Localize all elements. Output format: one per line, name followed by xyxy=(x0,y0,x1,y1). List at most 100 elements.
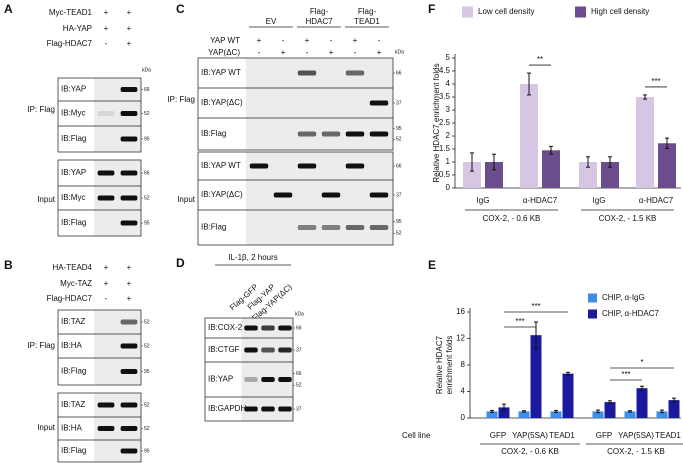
blot-label: IB:Flag xyxy=(201,129,226,138)
kda-label: kDa xyxy=(295,311,304,317)
size-marker: 66 xyxy=(296,325,302,331)
band xyxy=(261,406,275,412)
x-tick-label: TEAD1 xyxy=(655,431,681,440)
y-tick-label: 16 xyxy=(456,307,465,316)
band xyxy=(120,87,138,92)
band xyxy=(321,192,341,198)
x-axis-label: Cell line xyxy=(402,431,431,440)
band xyxy=(120,402,138,408)
bar xyxy=(579,162,597,188)
group-label: Input xyxy=(177,195,196,204)
size-marker: 52 xyxy=(144,426,150,432)
blot-label: IB:TAZ xyxy=(61,400,85,409)
blot-label: IB:Flag xyxy=(201,223,226,232)
y-axis-label: Relative HDAC7 enrichment folds xyxy=(432,63,441,182)
y-tick-label: 12 xyxy=(456,334,465,343)
size-marker: 52 xyxy=(396,231,402,237)
band xyxy=(97,426,115,431)
panel-letter: F xyxy=(428,2,435,16)
significance-label: *** xyxy=(651,77,660,86)
panel-letter: C xyxy=(176,2,185,16)
blot-label: IB:YAP xyxy=(208,375,233,384)
blot-frame xyxy=(197,151,394,246)
condition-sign: + xyxy=(305,36,310,45)
y-tick-label: 1.5 xyxy=(439,144,451,153)
blot-label: IB:YAP xyxy=(61,85,86,94)
condition-label: Flag-HDAC7 xyxy=(47,39,93,48)
group-label: Input xyxy=(37,423,56,432)
x-tick-label: GFP xyxy=(490,431,506,440)
blot-label: IB:Flag xyxy=(61,134,86,143)
lane-header: EV xyxy=(266,17,277,26)
y-axis-label: enrichment folds xyxy=(445,336,454,395)
band xyxy=(120,369,138,374)
band xyxy=(261,377,275,382)
y-tick-label: 0 xyxy=(446,183,451,192)
blot-label: IB:YAP xyxy=(61,168,86,177)
blot-label: IB:COX-2 xyxy=(208,323,243,332)
condition-sign: + xyxy=(127,294,132,303)
size-marker: 95 xyxy=(396,219,402,225)
blot-frame xyxy=(197,57,394,151)
band xyxy=(244,406,258,412)
band xyxy=(369,100,389,106)
blot-label: IB:YAP WT xyxy=(201,68,241,77)
y-tick-label: 0.5 xyxy=(439,170,451,179)
blot-frame xyxy=(57,392,142,463)
size-marker: 37 xyxy=(396,100,402,106)
condition-sign: - xyxy=(306,48,309,57)
band xyxy=(120,448,138,454)
band xyxy=(369,192,389,198)
blot-label: IB:Myc xyxy=(61,109,85,118)
size-marker: 95 xyxy=(144,369,150,375)
significance-label: * xyxy=(640,358,643,367)
condition-sign: + xyxy=(353,36,358,45)
x-tick-label: YAP(5SA) xyxy=(618,431,654,440)
size-marker: 52 xyxy=(144,343,150,349)
band xyxy=(120,343,138,349)
size-marker: 66 xyxy=(144,170,150,176)
condition-sign: + xyxy=(127,24,132,33)
lane-header: Flag- xyxy=(358,7,377,16)
condition-sign: - xyxy=(105,39,108,48)
panel-letter: E xyxy=(428,258,436,272)
x-tick-label: YAP(5SA) xyxy=(512,431,548,440)
bar xyxy=(520,84,538,188)
group-label: COX-2, - 1.5 KB xyxy=(607,447,665,456)
size-marker: 66 xyxy=(396,163,402,169)
significance-label: *** xyxy=(531,302,540,311)
y-axis-label: Relative HDAC7 xyxy=(435,335,444,394)
lane-header: Flag- xyxy=(310,7,329,16)
legend-label: CHIP, α-HDAC7 xyxy=(602,309,659,318)
x-tick-label: IgG xyxy=(593,196,606,205)
condition-label: Myc-TAZ xyxy=(60,279,92,288)
condition-label: Flag-HDAC7 xyxy=(47,294,93,303)
blot-label: IB:Flag xyxy=(61,446,86,455)
x-tick-label: α-HDAC7 xyxy=(639,196,674,205)
bar xyxy=(592,411,604,418)
bar xyxy=(518,411,530,418)
blot-label: IB:CTGF xyxy=(208,345,240,354)
group-label: IP: Flag xyxy=(27,341,55,350)
size-marker: 37 xyxy=(296,347,302,353)
band xyxy=(120,319,138,325)
group-label: IP: Flag xyxy=(27,105,55,114)
kda-label: kDa xyxy=(142,67,151,73)
panel-letter: D xyxy=(176,256,185,270)
bar xyxy=(601,162,619,188)
panel-letter: A xyxy=(4,2,13,16)
bar xyxy=(636,388,648,418)
condition-sign: + xyxy=(104,24,109,33)
band xyxy=(261,347,275,353)
legend-swatch xyxy=(462,6,473,18)
blot-background xyxy=(245,152,393,245)
band xyxy=(297,131,317,137)
condition-sign: + xyxy=(257,36,262,45)
condition-label: YAP WT xyxy=(210,36,240,45)
bar xyxy=(485,162,503,188)
condition-sign: + xyxy=(127,263,132,272)
bar xyxy=(463,162,481,188)
band xyxy=(97,195,115,201)
blot-frame xyxy=(57,77,142,153)
